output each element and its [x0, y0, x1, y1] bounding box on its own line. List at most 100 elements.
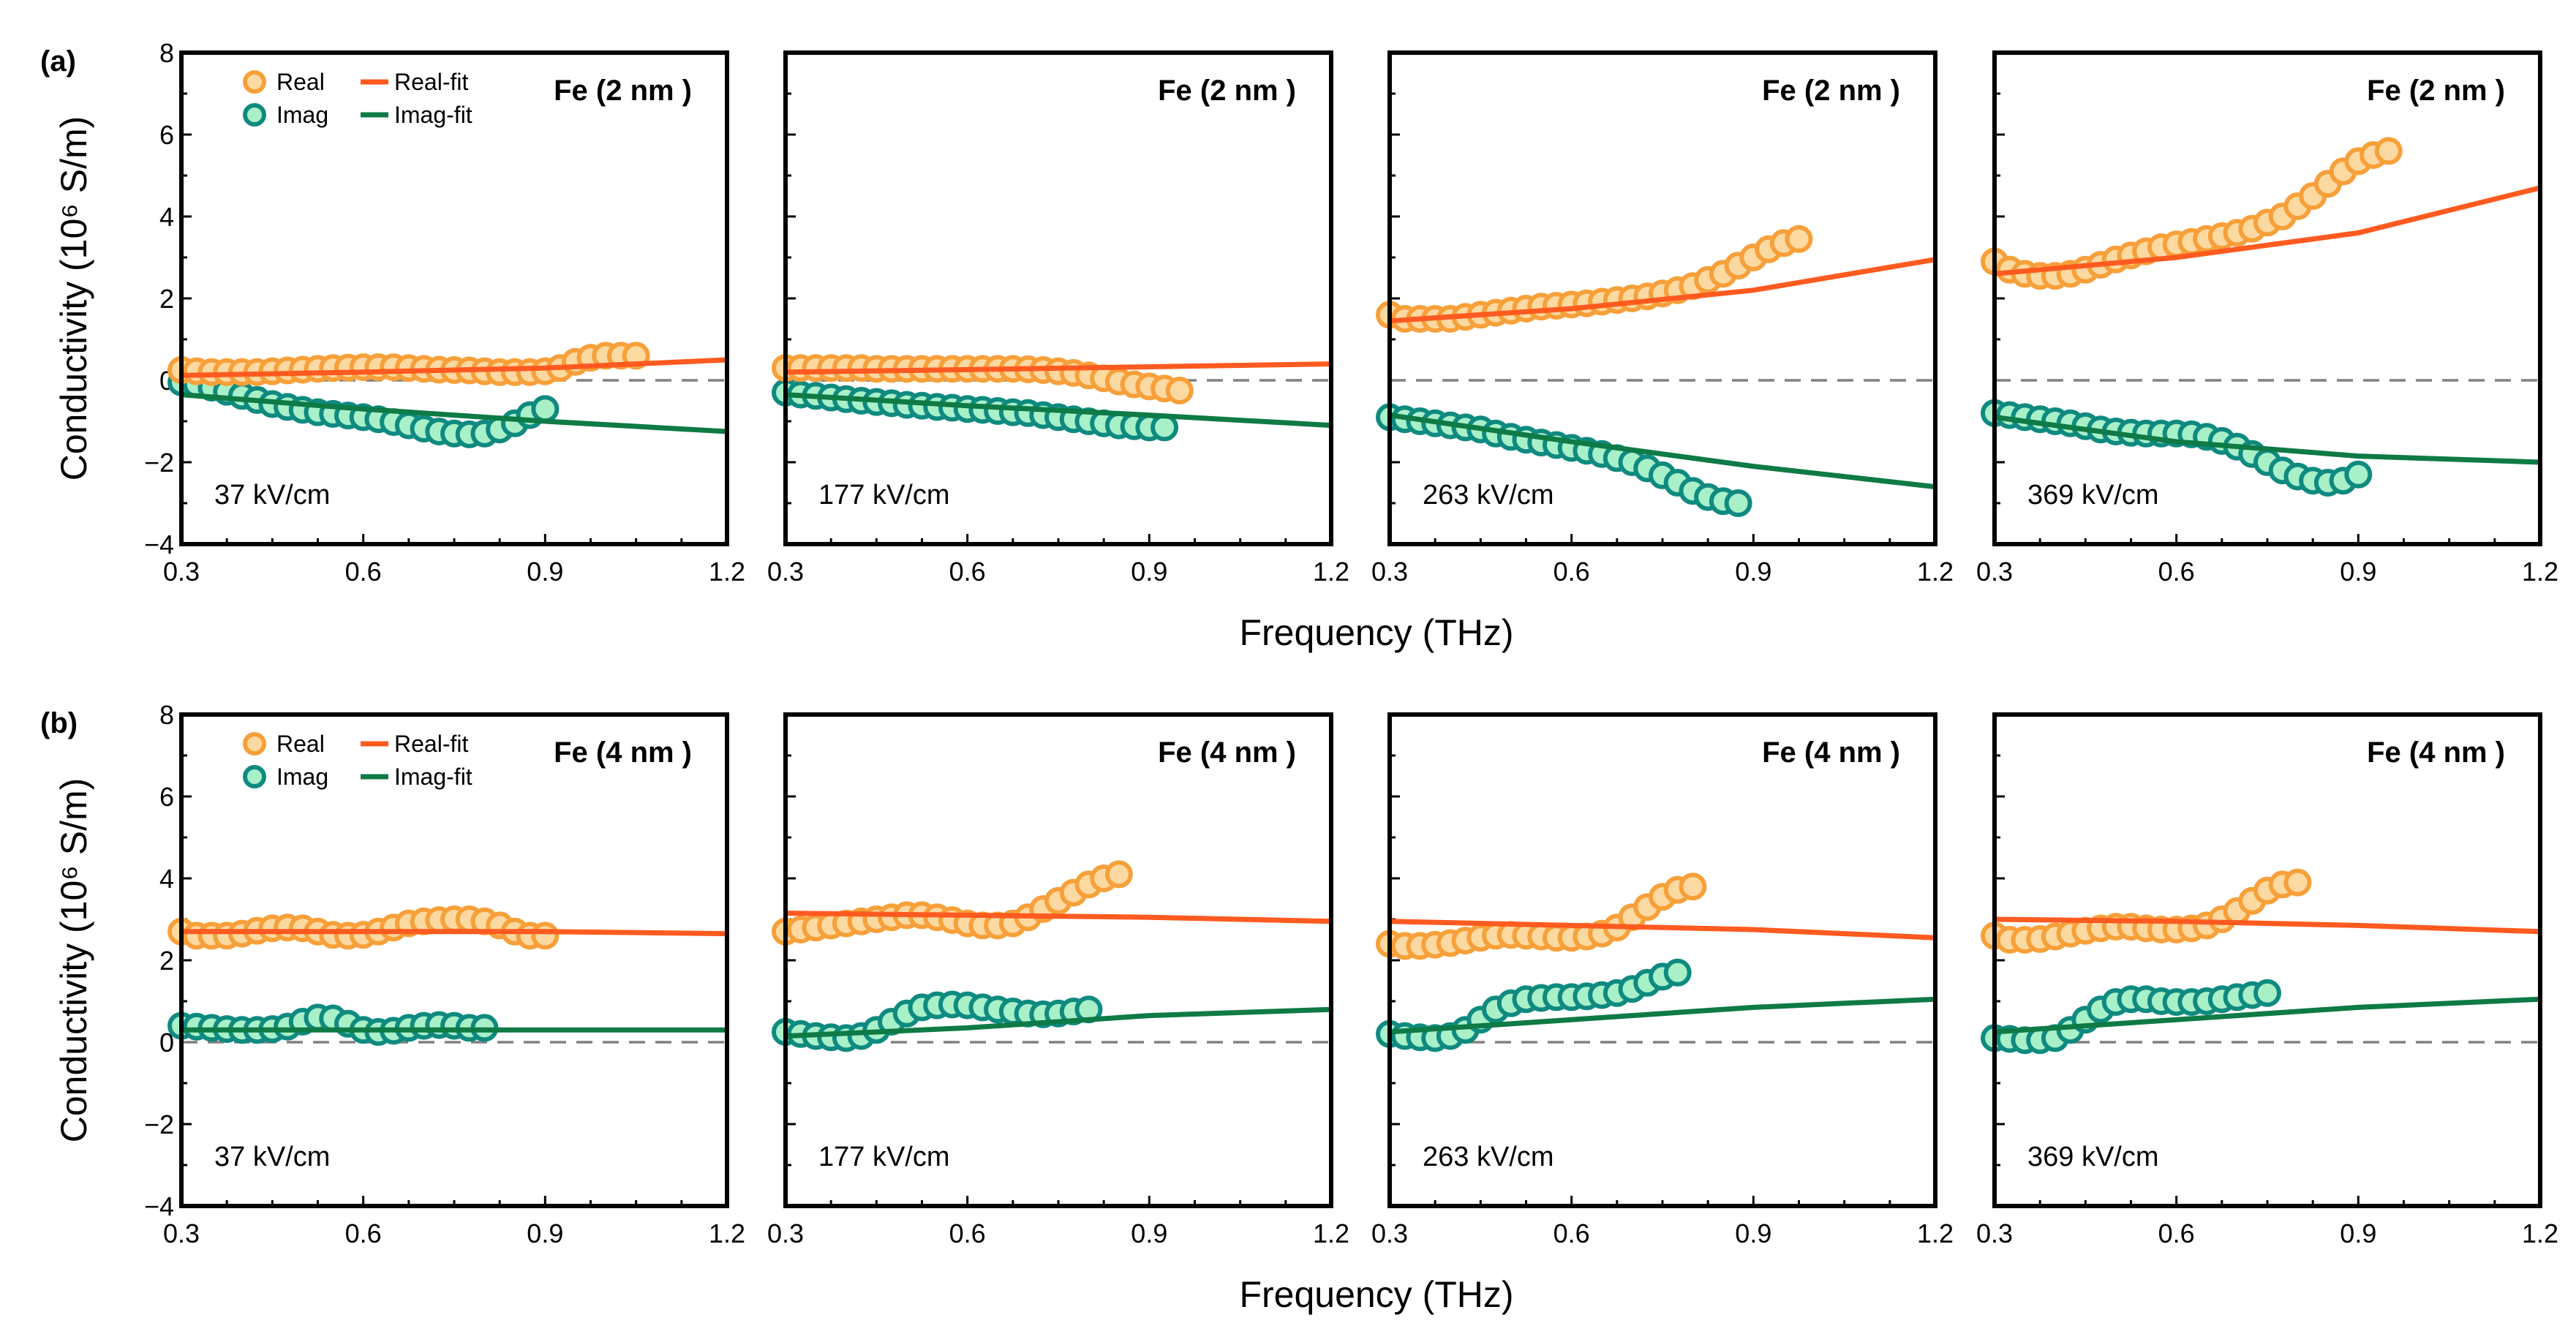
imag-data-point	[1150, 413, 1179, 442]
x-tick-label: 0.3	[767, 1218, 804, 1248]
y-tick-label: 8	[159, 700, 174, 730]
x-tick-label: 0.3	[163, 557, 200, 587]
plot-frame	[1387, 712, 1937, 1208]
imag-data-point	[2253, 979, 2281, 1007]
y-tick-label: 2	[159, 946, 174, 976]
legend-imag-marker	[243, 103, 266, 127]
chart-row-a: (a)Conductivity (10⁶ S/m)86420−2−4Freque…	[40, 38, 2558, 653]
x-tick-label: 0.3	[1371, 557, 1408, 587]
x-tick-label: 0.6	[2158, 557, 2195, 587]
legend-imag-fit-label: Imag-fit	[394, 102, 472, 128]
plot-frame	[1992, 50, 2542, 546]
imag-fit-line	[785, 392, 1332, 429]
x-tick-label: 1.2	[1917, 557, 1954, 587]
field-strength-label: 263 kV/cm	[1423, 480, 1554, 510]
x-tick-label: 1.2	[2522, 1218, 2558, 1248]
x-tick-label: 1.2	[709, 1218, 745, 1248]
chart-row-b: (b) Conductivity (10⁶ S/m) 8 6 4 2 0 −2 −4 Freque…	[40, 700, 2558, 1315]
imag-fit-line	[1389, 412, 1936, 490]
real-data-point	[2283, 868, 2312, 897]
panel-a-1: Fe (2 nm )37 kV/cm0.3 0.6 0.9 1.2RealImagRe…	[163, 50, 745, 587]
x-tick-label: 1.2	[1313, 1218, 1349, 1248]
y-tick-label: 2	[159, 284, 174, 314]
y-tick-label: 6	[159, 782, 174, 812]
sample-title: Fe (4 nm )	[554, 736, 692, 769]
legend-real-marker	[243, 70, 266, 94]
field-strength-label: 369 kV/cm	[2027, 480, 2159, 510]
x-tick-label: 0.6	[2158, 1218, 2195, 1248]
real-data-point	[1679, 873, 1707, 901]
imag-data-point	[1663, 958, 1692, 987]
legend-real-label: Real	[276, 731, 325, 757]
real-fit-line	[181, 357, 728, 378]
real-fit-line	[785, 361, 1332, 375]
y-tick-label: 0	[159, 1028, 174, 1058]
y-axis-label: Conductivity (10⁶ S/m)	[53, 116, 94, 481]
x-tick-label: 0.6	[1553, 557, 1590, 587]
x-tick-label: 0.6	[949, 557, 986, 587]
real-data-point	[1785, 225, 1813, 253]
plot-frame	[179, 712, 729, 1208]
imag-fit-line	[1994, 996, 2541, 1035]
plot-frame	[1992, 712, 2542, 1208]
legend: Real Imag Real-fit Imag-fit	[243, 731, 472, 790]
legend-imag-marker	[243, 765, 266, 788]
sample-title: Fe (2 nm )	[1158, 75, 1296, 107]
field-strength-label: 37 kV/cm	[214, 1142, 330, 1172]
legend-real-fit-label: Real-fit	[394, 69, 468, 95]
sample-title: Fe (4 nm )	[2367, 736, 2505, 769]
legend-imag-label: Imag	[276, 764, 328, 790]
x-axis-label: Frequency (THz)	[1239, 612, 1513, 653]
real-data-point	[1165, 377, 1194, 404]
real-fit-line	[785, 911, 1332, 924]
x-tick-label: 1.2	[2522, 557, 2558, 587]
x-tick-label: 0.9	[1131, 1218, 1167, 1248]
y-tick-label: 4	[159, 202, 174, 232]
y-tick-label: −2	[144, 448, 174, 478]
field-strength-label: 177 kV/cm	[818, 1142, 950, 1172]
y-axis-label: Conductivity (10⁶ S/m)	[53, 778, 94, 1143]
panel-a-3: Fe (2 nm ) 263 kV/cm 0.3 0.6 0.9 1.2	[1371, 50, 1954, 587]
x-tick-label: 1.2	[709, 557, 745, 587]
real-fit-line	[1389, 257, 1936, 324]
x-tick-label: 0.9	[1735, 1218, 1771, 1248]
legend: Real Imag Real-fit Imag-fit	[243, 69, 472, 128]
x-tick-label: 1.2	[1313, 557, 1349, 587]
x-tick-label: 0.3	[163, 1218, 200, 1248]
field-strength-label: 37 kV/cm	[214, 480, 330, 510]
x-tick-label: 0.3	[1976, 557, 2013, 587]
real-data-point	[1104, 860, 1133, 889]
y-tick-label: −4	[144, 1191, 174, 1221]
imag-fit-line	[1389, 996, 1936, 1035]
imag-data-point	[2344, 460, 2373, 489]
real-data-point	[531, 922, 560, 950]
legend-real-fit-label: Real-fit	[394, 731, 468, 757]
panel-b-4: Fe (4 nm ) 369 kV/cm 0.3 0.6 0.9 1.2	[1976, 712, 2558, 1248]
legend-imag-label: Imag	[276, 102, 328, 128]
y-tick-label: 4	[159, 864, 174, 894]
sample-title: Fe (2 nm )	[2367, 75, 2505, 107]
sample-title: Fe (4 nm )	[1762, 736, 1900, 769]
panel-b-3: Fe (4 nm ) 263 kV/cm 0.3 0.6 0.9 1.2	[1371, 712, 1954, 1248]
sample-title: Fe (2 nm )	[1762, 75, 1900, 107]
y-tick-label: 6	[159, 120, 174, 150]
legend-imag-fit-label: Imag-fit	[394, 764, 472, 790]
field-strength-label: 369 kV/cm	[2027, 1142, 2159, 1172]
panel-letter: (a)	[40, 45, 76, 78]
sample-title: Fe (4 nm )	[1158, 736, 1296, 769]
legend-real-marker	[243, 732, 266, 755]
x-tick-label: 0.6	[345, 557, 382, 587]
plot-frame	[1387, 50, 1937, 546]
field-strength-label: 263 kV/cm	[1423, 1142, 1554, 1172]
real-data-point	[2374, 137, 2403, 165]
x-tick-label: 0.6	[345, 1218, 382, 1248]
plot-frame	[783, 50, 1333, 546]
panel-b-2: Fe (4 nm ) 177 kV/cm 0.3 0.6 0.9 1.2	[767, 712, 1349, 1248]
x-tick-label: 0.3	[767, 557, 804, 587]
y-tick-label: −4	[144, 530, 174, 559]
field-strength-label: 177 kV/cm	[818, 480, 950, 510]
x-tick-label: 0.3	[1371, 1218, 1408, 1248]
real-fit-line	[1994, 185, 2541, 276]
panel-b-1: Fe (4 nm )37 kV/cm0.3 0.6 0.9 1.2RealImagRe…	[163, 712, 745, 1248]
